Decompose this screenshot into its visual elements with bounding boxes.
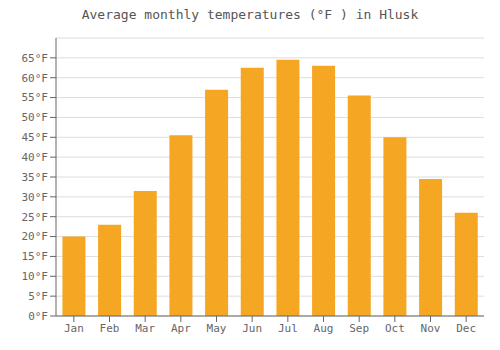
svg-text:Jun: Jun bbox=[242, 322, 262, 335]
svg-text:Jan: Jan bbox=[64, 322, 84, 335]
svg-text:20°F: 20°F bbox=[22, 230, 49, 243]
svg-text:10°F: 10°F bbox=[22, 270, 49, 283]
svg-text:60°F: 60°F bbox=[22, 72, 49, 85]
html-text:Average monthly temperatures (: Average monthly temperatures (°F ) in Hl… bbox=[81, 7, 419, 22]
svg-text:65°F: 65°F bbox=[22, 52, 49, 65]
svg-text:0°F: 0°F bbox=[28, 310, 48, 323]
svg-text:45°F: 45°F bbox=[22, 131, 49, 144]
svg-text:Mar: Mar bbox=[135, 322, 155, 335]
svg-text:40°F: 40°F bbox=[22, 151, 49, 164]
svg-text:Jul: Jul bbox=[278, 322, 298, 335]
svg-text:50°F: 50°F bbox=[22, 111, 49, 124]
svg-text:Apr: Apr bbox=[171, 322, 191, 335]
svg-text:Aug: Aug bbox=[314, 322, 334, 335]
svg-text:Dec: Dec bbox=[456, 322, 476, 335]
svg-text:Sep: Sep bbox=[349, 322, 369, 335]
svg-text:55°F: 55°F bbox=[22, 91, 49, 104]
svg-text:35°F: 35°F bbox=[22, 171, 49, 184]
svg-text:25°F: 25°F bbox=[22, 211, 49, 224]
svg-text:May: May bbox=[207, 322, 227, 335]
svg-text:15°F: 15°F bbox=[22, 250, 49, 263]
svg-text:30°F: 30°F bbox=[22, 191, 49, 204]
svg-text:Oct: Oct bbox=[385, 322, 405, 335]
svg-text:5°F: 5°F bbox=[28, 290, 48, 303]
svg-text:Nov: Nov bbox=[421, 322, 441, 335]
svg-text:Feb: Feb bbox=[100, 322, 120, 335]
